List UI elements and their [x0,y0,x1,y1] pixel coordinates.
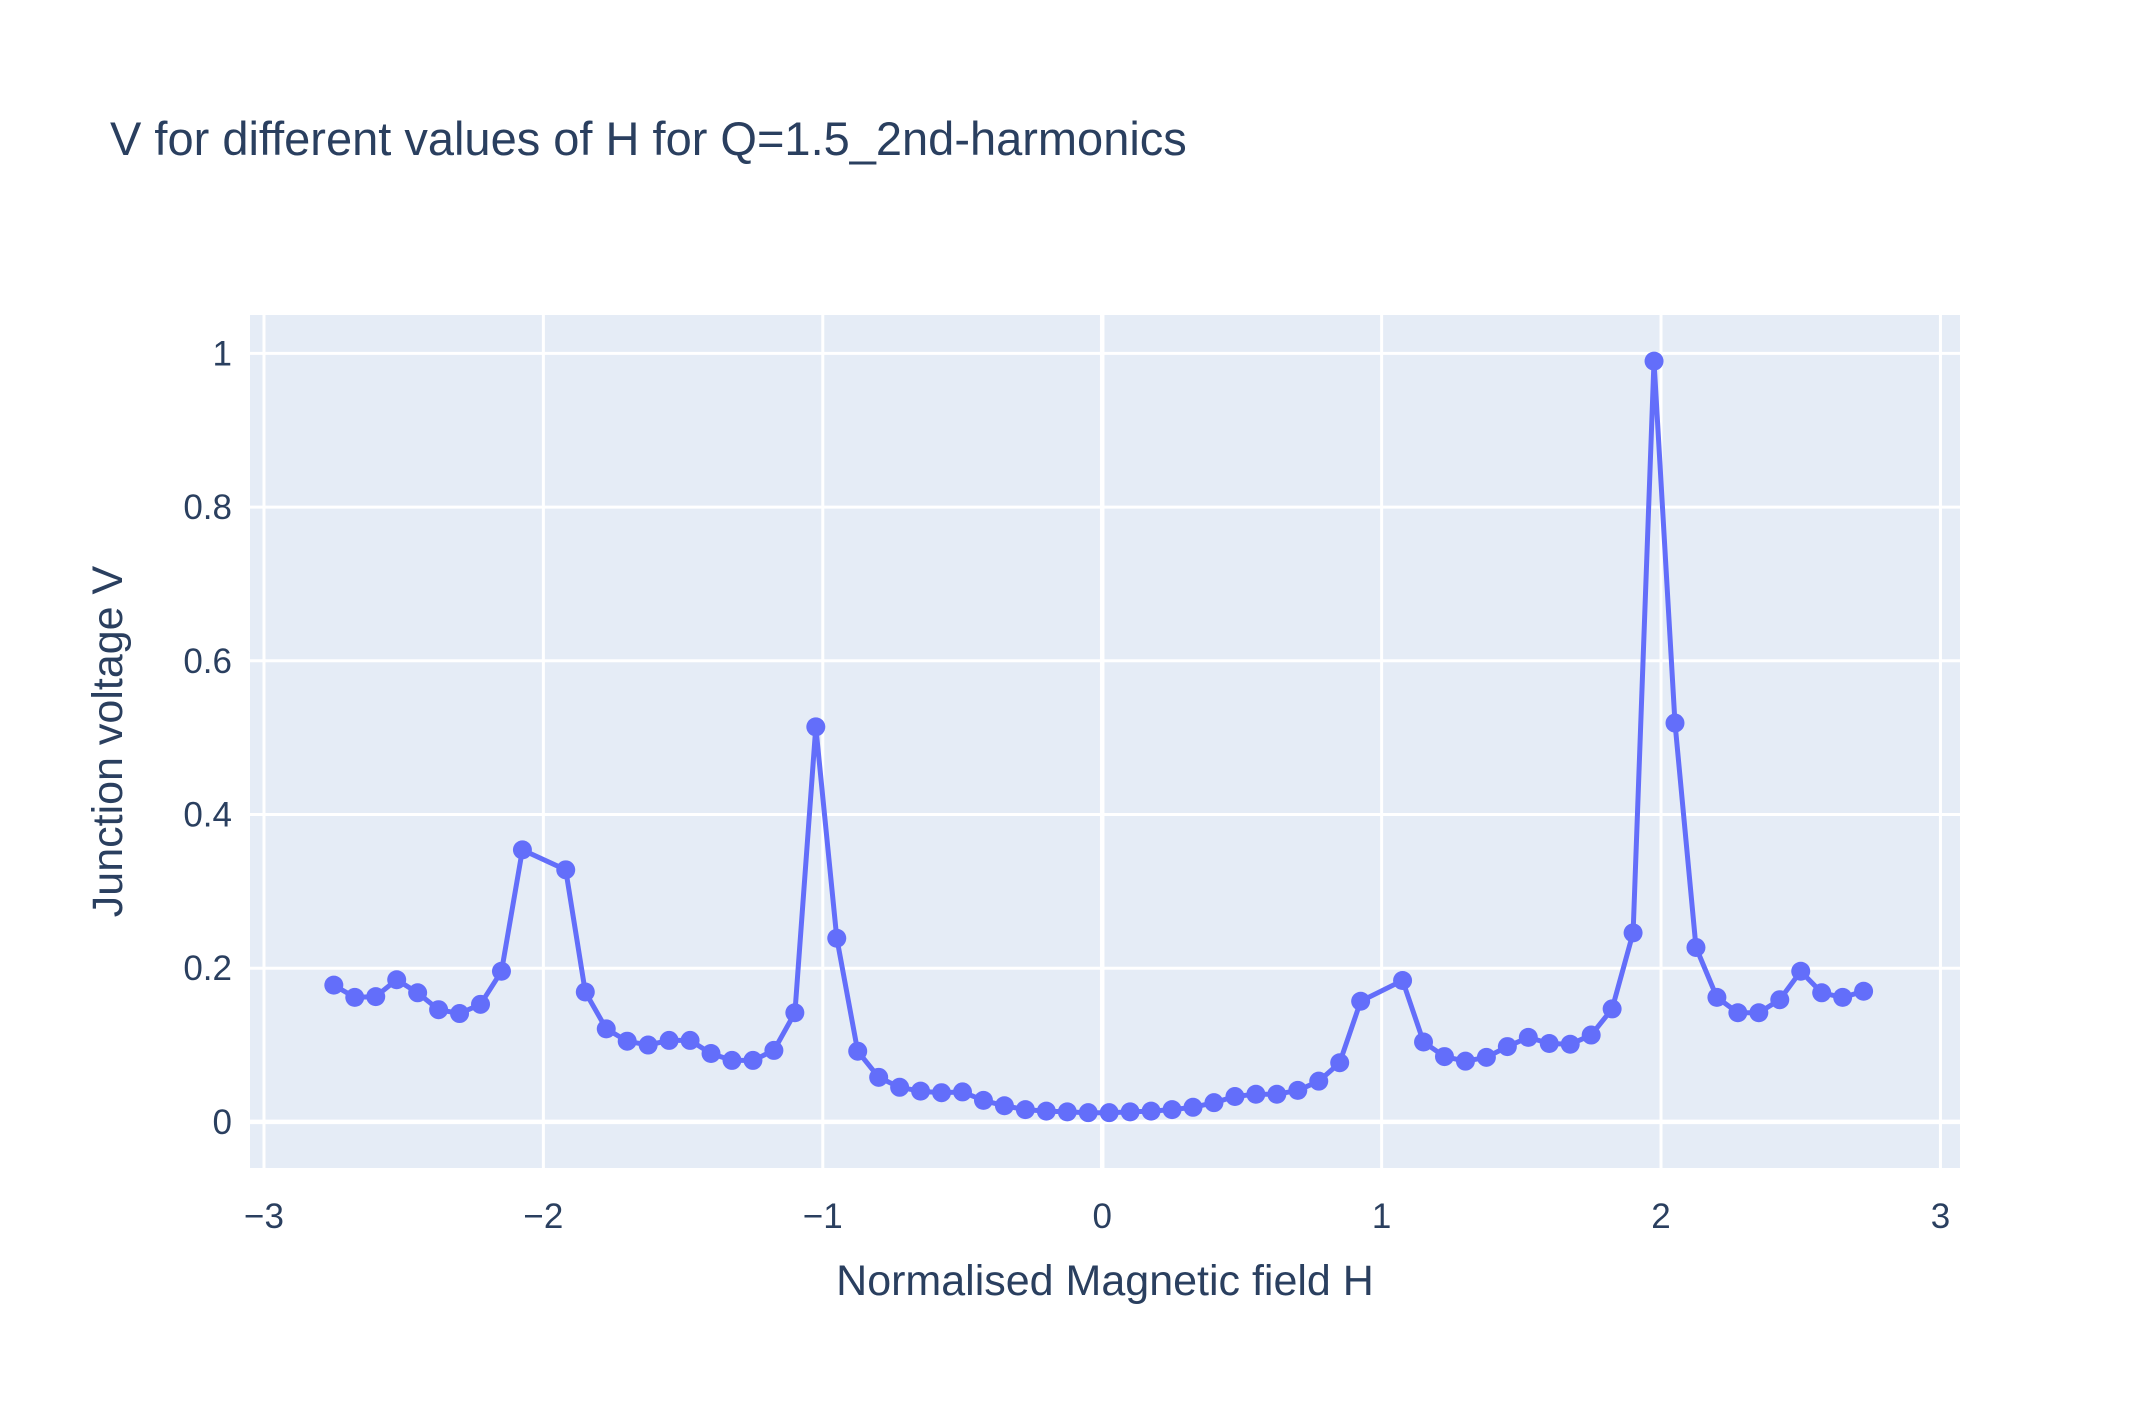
x-tick-label: −1 [803,1197,843,1236]
data-point [1686,937,1706,957]
data-point [869,1067,889,1087]
data-point [1812,983,1832,1003]
data-point [806,717,826,737]
data-point [764,1040,784,1060]
data-point [575,982,595,1002]
data-point [911,1081,931,1101]
x-tick-label: 1 [1372,1197,1391,1236]
data-point [638,1035,658,1055]
data-point [1330,1053,1350,1073]
data-point [1602,999,1622,1019]
data-point [1476,1047,1496,1067]
data-point [1854,981,1874,1001]
data-point [1707,987,1727,1007]
data-point [429,1000,449,1020]
data-point [1560,1034,1580,1054]
data-point [1581,1025,1601,1045]
data-point [680,1030,700,1050]
data-point [1246,1084,1266,1104]
y-tick-label: 0.6 [183,642,232,681]
data-point [1770,990,1790,1010]
data-point [491,961,511,981]
data-point [1728,1003,1748,1023]
data-point [1015,1100,1035,1120]
plot-area [250,315,1960,1168]
data-point [1414,1032,1434,1052]
data-point [1288,1080,1308,1100]
data-point [345,987,365,1007]
data-point [450,1004,470,1024]
data-point [512,840,532,860]
y-tick-label: 1 [213,334,232,373]
data-point [1455,1051,1475,1071]
data-point [848,1041,868,1061]
data-point [1644,351,1664,371]
data-point [1833,987,1853,1007]
data-point [324,975,344,995]
data-point [471,994,491,1014]
x-tick-label: −3 [244,1197,284,1236]
data-point [743,1050,763,1070]
data-point [973,1090,993,1110]
data-point [1078,1103,1098,1123]
data-point [1120,1102,1140,1122]
data-point [1204,1093,1224,1113]
y-tick-label: 0.4 [183,796,232,835]
data-point [1791,961,1811,981]
data-point [1036,1101,1056,1121]
data-point [1749,1003,1769,1023]
data-point [556,860,576,880]
data-point [785,1003,805,1023]
data-point [1351,991,1371,1011]
data-point [1141,1101,1161,1121]
x-tick-label: 0 [1092,1197,1111,1236]
chart-title: V for different values of H for Q=1.5_2n… [110,112,1187,165]
y-tick-label: 0.2 [183,949,232,988]
data-point [408,983,428,1003]
data-point [722,1050,742,1070]
y-tick-label: 0 [213,1103,232,1142]
data-point [596,1019,616,1039]
data-point [1539,1034,1559,1054]
y-tick-label: 0.8 [183,488,232,527]
data-point [827,928,847,948]
data-point [1434,1047,1454,1067]
data-point [701,1043,721,1063]
data-point [1623,923,1643,943]
x-tick-label: −2 [523,1197,563,1236]
data-point [1162,1100,1182,1120]
y-axis-title: Junction voltage V [84,565,132,917]
data-point [932,1083,952,1103]
data-point [994,1096,1014,1116]
data-point [387,970,407,990]
data-point [1183,1097,1203,1117]
data-point [1225,1087,1245,1107]
x-axis-title: Normalised Magnetic field H [836,1257,1374,1305]
data-point [1393,970,1413,990]
data-point [617,1031,637,1051]
x-tick-label: 2 [1651,1197,1670,1236]
data-point [953,1082,972,1102]
data-point [1267,1084,1287,1104]
data-point [890,1077,910,1097]
data-point [1665,713,1685,733]
data-point [1309,1071,1329,1091]
tick-labels: −3 −2 −1 0 1 2 3 0 0.2 0.4 0.6 0.8 1 [183,334,1950,1236]
data-point [659,1030,679,1050]
series-layer [324,351,1874,1123]
data-point [1099,1103,1119,1123]
data-point [1057,1102,1077,1122]
data-point [1518,1027,1538,1047]
data-point [366,987,386,1007]
data-point [1497,1037,1517,1057]
x-tick-label: 3 [1931,1197,1950,1236]
